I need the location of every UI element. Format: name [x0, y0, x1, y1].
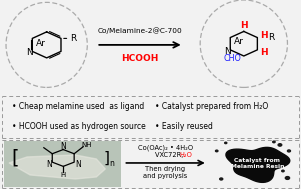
Text: H: H	[260, 48, 268, 57]
Circle shape	[287, 150, 290, 152]
Text: Melamine Resin: Melamine Resin	[231, 164, 284, 169]
FancyBboxPatch shape	[4, 141, 121, 187]
Circle shape	[273, 141, 275, 143]
Text: Co(OAc)₂ • 4H₂O: Co(OAc)₂ • 4H₂O	[138, 145, 193, 151]
Text: ]: ]	[104, 150, 110, 165]
Text: H: H	[240, 21, 248, 30]
Text: n: n	[110, 160, 114, 168]
Text: R: R	[268, 33, 274, 42]
Text: HCOOH: HCOOH	[121, 54, 159, 63]
Circle shape	[220, 178, 223, 180]
Text: Catalyst from: Catalyst from	[234, 158, 280, 163]
Text: N: N	[26, 48, 33, 57]
Text: • HCOOH used as hydrogen source: • HCOOH used as hydrogen source	[12, 122, 146, 131]
Text: H: H	[260, 31, 268, 40]
Text: Ar: Ar	[234, 37, 244, 46]
Polygon shape	[226, 147, 290, 182]
Text: • Catalyst prepared from H₂O: • Catalyst prepared from H₂O	[155, 102, 268, 111]
Text: H: H	[61, 172, 66, 178]
Text: N: N	[60, 143, 66, 151]
Text: • Easily reused: • Easily reused	[155, 122, 213, 131]
Text: VXC72R,: VXC72R,	[155, 152, 185, 158]
Circle shape	[285, 177, 290, 179]
Circle shape	[278, 144, 282, 146]
Circle shape	[225, 142, 227, 144]
Text: [: [	[11, 148, 19, 167]
Text: Ar: Ar	[36, 39, 46, 48]
Text: N: N	[225, 46, 231, 56]
Text: CHO: CHO	[224, 54, 242, 63]
Text: Co/Melamine-2@C-700: Co/Melamine-2@C-700	[98, 27, 182, 34]
Text: H₂O: H₂O	[179, 152, 192, 158]
Polygon shape	[9, 155, 105, 179]
Text: • Cheap melamine used  as ligand: • Cheap melamine used as ligand	[12, 102, 144, 111]
Circle shape	[282, 170, 284, 172]
Text: N: N	[46, 160, 51, 169]
Circle shape	[216, 150, 218, 152]
Text: Then drying
and pyrolysis: Then drying and pyrolysis	[143, 166, 188, 179]
Text: NH: NH	[82, 142, 92, 148]
Text: N: N	[75, 160, 81, 169]
Text: R: R	[70, 34, 77, 43]
